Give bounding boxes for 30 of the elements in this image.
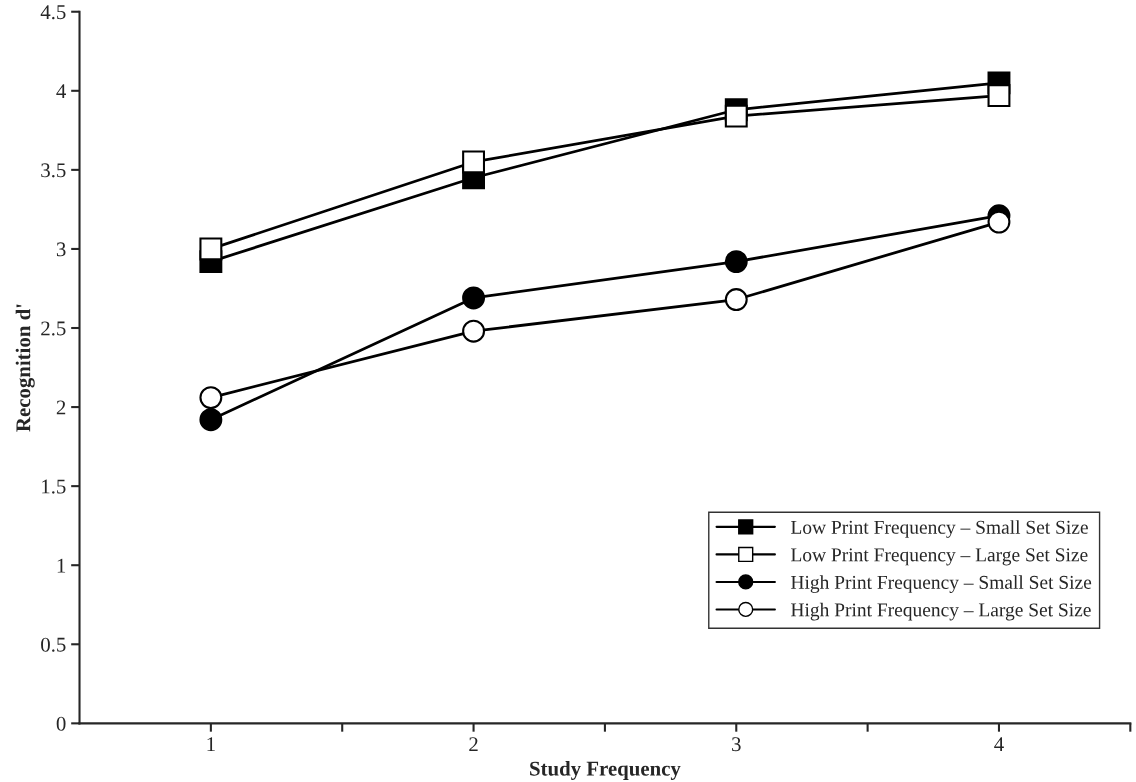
x-axis-title: Study Frequency <box>530 760 681 780</box>
legend-label: High Print Frequency – Small Set Size <box>791 575 1092 593</box>
legend-label: High Print Frequency – Large Set Size <box>791 602 1091 621</box>
point <box>462 150 486 174</box>
legend-label: Low Print Frequency – Large Set Size <box>791 548 1088 566</box>
x-tick-label: 2 <box>469 737 478 751</box>
x-tick-label: 4 <box>994 737 1004 751</box>
y-tick-label: 4.5 <box>40 5 66 20</box>
point <box>724 104 748 128</box>
y-tick-label: 0.5 <box>41 637 66 652</box>
x-tick-label: 1 <box>207 737 215 751</box>
point <box>199 408 223 432</box>
point <box>462 319 486 343</box>
y-tick-label: 2 <box>56 400 66 415</box>
y-tick-label: 3 <box>56 242 66 257</box>
y-tick-label: 3.5 <box>41 163 66 178</box>
point <box>724 250 748 274</box>
legend-label: Low Print Frequency – Small Set Size <box>791 520 1088 538</box>
y-tick-label: 1.5 <box>42 479 66 494</box>
point <box>987 210 1011 234</box>
y-tick-label: 1 <box>57 558 66 573</box>
y-tick-label: 2.5 <box>41 321 66 336</box>
y-tick-label: 0 <box>56 716 66 731</box>
point <box>199 237 223 261</box>
y-tick-label: 4 <box>56 84 66 99</box>
point <box>724 288 748 311</box>
point <box>462 286 486 310</box>
x-tick-label: 3 <box>732 737 741 752</box>
point <box>987 84 1011 107</box>
y-axis-title: Recognition d' <box>15 304 35 432</box>
